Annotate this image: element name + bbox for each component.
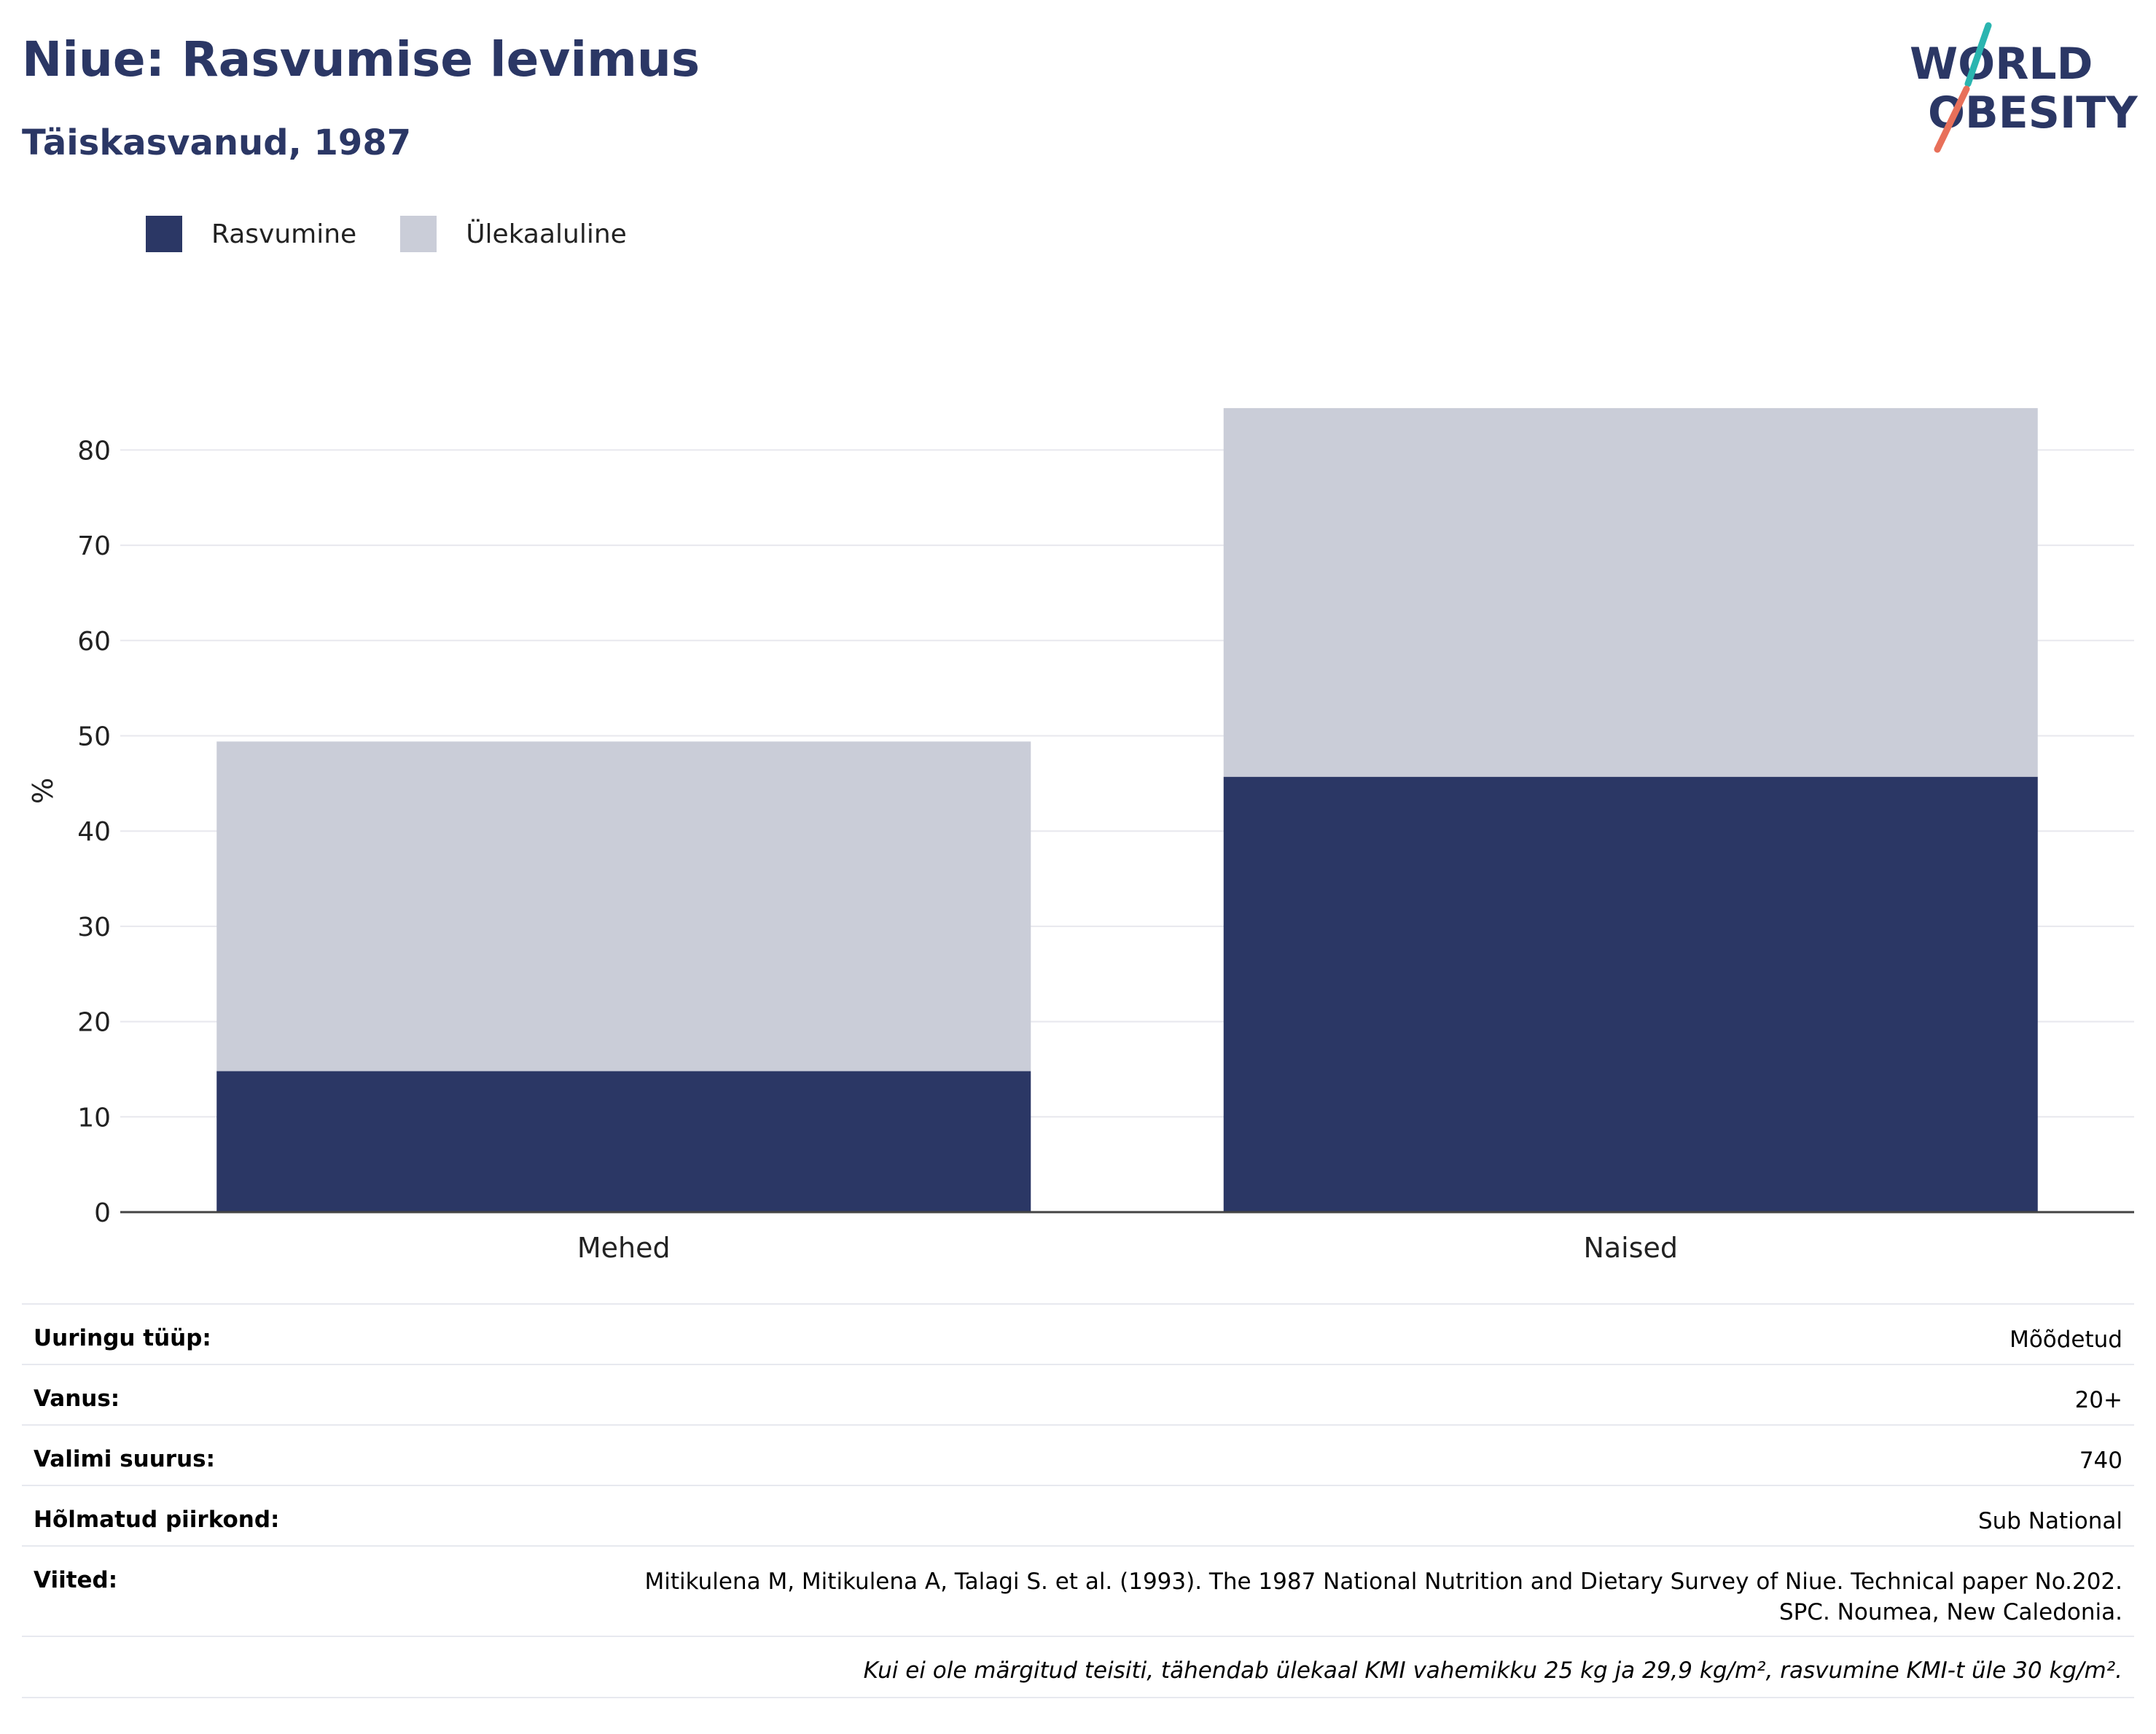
info-row-references: Viited: Mitikulena M, Mitikulena A, Tala… [22,1547,2134,1637]
logo-word-obesity: OBESITY [1928,87,2139,138]
world-obesity-logo: WORLD OBESITY [1910,22,2139,153]
legend-swatch-obesity [146,216,182,252]
info-label-area-covered: Hõlmatud piirkond: [34,1507,280,1533]
reference-line-1: Mitikulena M, Mitikulena A, Talagi S. et… [644,1569,2122,1595]
info-row-age: Vanus: 20+ [22,1365,2134,1426]
info-row-area-covered: Hõlmatud piirkond: Sub National [22,1486,2134,1547]
y-tick-label: 0 [94,1198,111,1228]
chart-title: Niue: Rasvumise levimus [22,31,700,87]
info-value-references: Mitikulena M, Mitikulena A, Talagi S. et… [645,1567,2122,1628]
definition-footnote: Kui ei ole märgitud teisiti, tähendab ül… [22,1639,2134,1698]
legend-item-overweight[interactable]: Ülekaaluline [400,216,627,252]
info-value-survey-type: Mõõdetud [2009,1327,2122,1353]
chart-legend: Rasvumine Ülekaaluline [146,216,671,252]
y-tick-label: 60 [77,627,111,657]
y-axis-label: % [27,778,59,804]
info-label-age: Vanus: [34,1386,120,1412]
survey-info-table: Uuringu tüüp: Mõõdetud Vanus: 20+ Valimi… [22,1303,2134,1637]
info-value-sample-size: 740 [2079,1448,2122,1474]
bar-overweight-naised[interactable] [1223,407,2038,777]
legend-swatch-overweight [400,216,437,252]
info-label-survey-type: Uuringu tüüp: [34,1325,211,1351]
y-tick-label: 10 [77,1103,111,1133]
legend-label-overweight: Ülekaaluline [466,219,627,249]
y-tick-label: 80 [77,436,111,466]
bar-chart: 0 10 20 30 40 50 60 70 80 Mehed Naised % [27,407,2134,1264]
y-tick-label: 30 [77,913,111,942]
y-tick-label: 20 [77,1008,111,1038]
y-tick-label: 50 [77,722,111,752]
bar-obesity-naised[interactable] [1223,776,2038,1212]
logo-slash-teal [1964,22,1992,87]
chart-subtitle: Täiskasvanud, 1987 [22,122,412,163]
logo-slash-red [1934,85,1970,153]
reference-line-2: SPC. Noumea, New Caledonia. [1778,1598,2122,1625]
info-row-survey-type: Uuringu tüüp: Mõõdetud [22,1305,2134,1365]
info-value-area-covered: Sub National [1977,1508,2122,1534]
y-tick-label: 40 [77,817,111,847]
info-label-sample-size: Valimi suurus: [34,1446,215,1472]
y-tick-label: 70 [77,531,111,561]
info-label-references: Viited: [34,1567,118,1593]
x-tick-label: Mehed [577,1232,671,1264]
logo-word-world: WORLD [1910,39,2093,90]
legend-item-obesity[interactable]: Rasvumine [146,216,356,252]
info-value-age: 20+ [2074,1387,2122,1413]
legend-label-obesity: Rasvumine [211,219,357,249]
info-row-sample-size: Valimi suurus: 740 [22,1426,2134,1486]
x-tick-label: Naised [1583,1232,1678,1264]
bar-obesity-mehed[interactable] [216,1071,1031,1212]
bar-overweight-mehed[interactable] [216,741,1031,1071]
